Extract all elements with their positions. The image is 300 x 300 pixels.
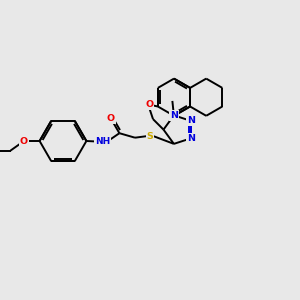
Text: S: S xyxy=(147,132,153,141)
Text: N: N xyxy=(187,116,195,125)
Text: N: N xyxy=(187,134,195,143)
Text: O: O xyxy=(145,100,154,109)
Text: NH: NH xyxy=(95,137,110,146)
Text: N: N xyxy=(170,111,178,120)
Text: O: O xyxy=(20,136,28,146)
Text: O: O xyxy=(107,114,115,123)
